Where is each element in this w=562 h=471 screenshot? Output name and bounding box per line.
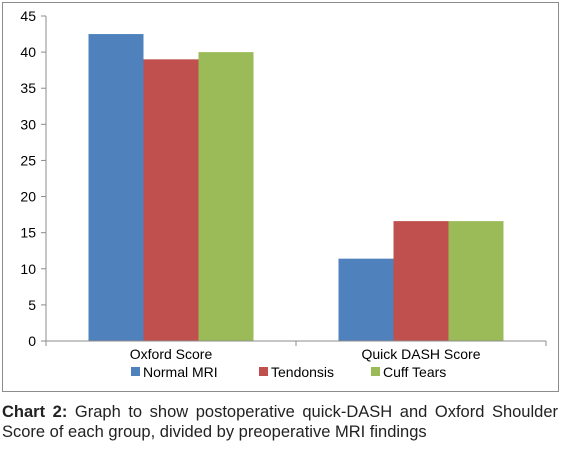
- x-category-label: Quick DASH Score: [361, 346, 480, 362]
- bar-normal-mri-1: [338, 258, 394, 341]
- bar-normal-mri-0: [88, 34, 144, 342]
- bar-cuff-tears-0: [198, 52, 254, 341]
- legend-swatch-tendonsis: [259, 367, 268, 376]
- legend-label-cuff-tears: Cuff Tears: [383, 364, 446, 380]
- y-tick-label: 45: [20, 8, 36, 24]
- x-category-label: Oxford Score: [130, 346, 213, 362]
- bar-tendonsis-1: [393, 221, 449, 341]
- caption-text: Graph to show postoperative quick-DASH a…: [2, 403, 559, 441]
- y-tick-label: 5: [28, 297, 36, 313]
- legend-swatch-normal-mri: [131, 367, 140, 376]
- y-tick-label: 15: [20, 225, 36, 241]
- y-tick-label: 20: [20, 189, 36, 205]
- bar-chart: 0 5 10 15 20 25 30 35 40 45 Oxford Score Quick DASH…: [20, 8, 547, 380]
- legend-label-tendonsis: Tendonsis: [271, 364, 334, 380]
- bar-cuff-tears-1: [448, 221, 504, 341]
- bar-tendonsis-0: [143, 59, 199, 341]
- y-tick-label: 30: [20, 116, 36, 132]
- y-tick-label: 0: [28, 333, 36, 349]
- y-tick-label: 10: [20, 261, 36, 277]
- legend-swatch-cuff-tears: [371, 367, 380, 376]
- y-tick-label: 35: [20, 80, 36, 96]
- y-tick-label: 40: [20, 44, 36, 60]
- legend-label-normal-mri: Normal MRI: [143, 364, 218, 380]
- figure-caption: Chart 2: Graph to show postoperative qui…: [2, 402, 558, 442]
- y-tick-label: 25: [20, 152, 36, 168]
- caption-label: Chart 2:: [2, 403, 68, 421]
